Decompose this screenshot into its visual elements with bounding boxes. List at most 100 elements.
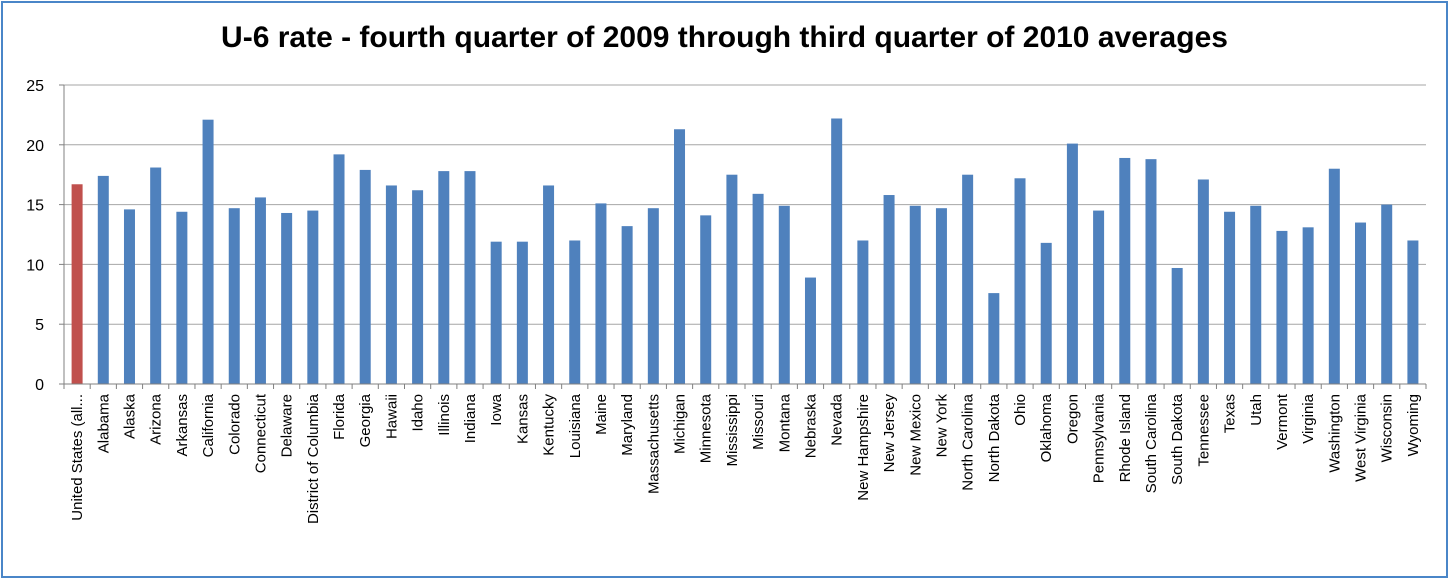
bar [543,185,555,384]
x-tick-label: Oregon [1064,394,1081,444]
bar [647,208,659,384]
bar [490,241,502,384]
x-tick-label: Wyoming [1405,394,1422,456]
bar [700,215,712,384]
bar [804,277,816,384]
y-tick-label: 15 [26,198,44,215]
bar [1355,222,1367,384]
bar [1093,210,1105,384]
bar [71,184,83,384]
x-tick-label: North Carolina [960,393,977,490]
x-tick-label: Maryland [619,394,636,456]
x-tick-label: Minnesota [698,393,715,463]
bar [1302,227,1314,384]
bar [254,197,266,384]
x-tick-label: South Carolina [1143,393,1160,493]
y-tick-label: 20 [26,138,44,155]
x-tick-label: Montana [776,393,793,452]
y-axis: 0 5 10 15 20 25 [26,78,65,394]
x-tick-label: Ohio [1012,394,1029,426]
x-tick-label: Iowa [488,393,505,425]
bar [438,171,450,384]
x-tick-label: United States (all... [69,394,86,521]
bar [831,118,843,384]
x-tick-label: Pennsylvania [1091,393,1108,483]
bar [359,169,371,384]
bar [595,203,607,384]
x-tick-label: Rhode Island [1117,394,1134,482]
bar [412,190,424,384]
y-tick-label: 0 [35,377,44,394]
bar [1197,179,1209,384]
x-tick-label: Georgia [357,393,374,447]
x-tick-label: Illinois [436,394,453,436]
x-tick-label: Hawaii [383,394,400,439]
x-tick-label: California [200,393,217,457]
x-tick-label: Virginia [1300,393,1317,443]
x-tick-label: Massachusetts [645,394,662,494]
bar [1381,204,1393,384]
x-tick-label: Louisiana [567,393,584,458]
bar [621,226,633,384]
x-tick-label: New York [933,394,950,458]
gridlines [64,84,1426,325]
x-tick-label: Vermont [1274,393,1291,450]
x-tick-label: Alaska [121,393,138,439]
x-tick-label: Kansas [514,394,531,444]
x-tick-label: Florida [331,393,348,440]
bar [569,240,581,384]
x-tick-label: Maine [593,394,610,435]
bar [281,212,293,384]
bar [962,174,974,384]
x-tick-label: Connecticut [252,393,269,473]
x-tick-label: West Virginia [1353,393,1370,481]
x-tick-label: Michigan [672,394,689,454]
x-tick-label: Alabama [95,393,112,453]
x-tick-label: Washington [1326,394,1343,473]
bar [202,119,214,385]
bar [228,208,240,384]
bar [1171,267,1183,384]
bar [1250,205,1262,384]
bar [307,210,319,384]
bar [1066,143,1078,384]
x-tick-label: Oklahoma [1038,393,1055,462]
x-tick-label: Arizona [148,393,165,445]
y-tick-label: 10 [26,257,44,274]
bar [150,167,162,384]
bar [1407,240,1419,384]
x-tick-label: Kentucky [541,394,558,456]
bar [123,209,135,384]
bar [1014,178,1026,384]
x-tick-label: New Jersey [881,394,898,473]
bar [674,129,686,384]
x-tick-label: Missouri [750,394,767,450]
x-tick-label: District of Columbia [305,393,322,524]
bar [1119,157,1131,384]
x-tick-label: Tennessee [1195,394,1212,467]
x-tick-label: Colorado [226,394,243,455]
bar [176,211,188,384]
bar [1040,242,1052,384]
bar [988,293,1000,384]
bar [516,241,528,384]
x-tick-label: North Dakota [986,393,1003,482]
bar [1328,168,1340,384]
x-tick-label: Idaho [410,394,427,432]
x-tick-label: South Dakota [1169,393,1186,485]
y-tick-label: 25 [26,78,44,95]
x-tick-label: Indiana [462,393,479,443]
x-tick-label: Utah [1248,394,1265,426]
bar [333,154,345,384]
bar [1276,230,1288,384]
x-tick-label: Delaware [279,394,296,457]
bar [726,174,738,384]
bar [883,195,895,384]
x-axis: United States (all... Alabama Alaska Arizon… [63,383,1427,524]
x-tick-label: Mississippi [724,394,741,467]
bar [935,208,947,384]
x-tick-label: Texas [1222,394,1239,433]
x-tick-label: New Hampshire [855,394,872,501]
bar [464,171,476,384]
bar [857,240,869,384]
